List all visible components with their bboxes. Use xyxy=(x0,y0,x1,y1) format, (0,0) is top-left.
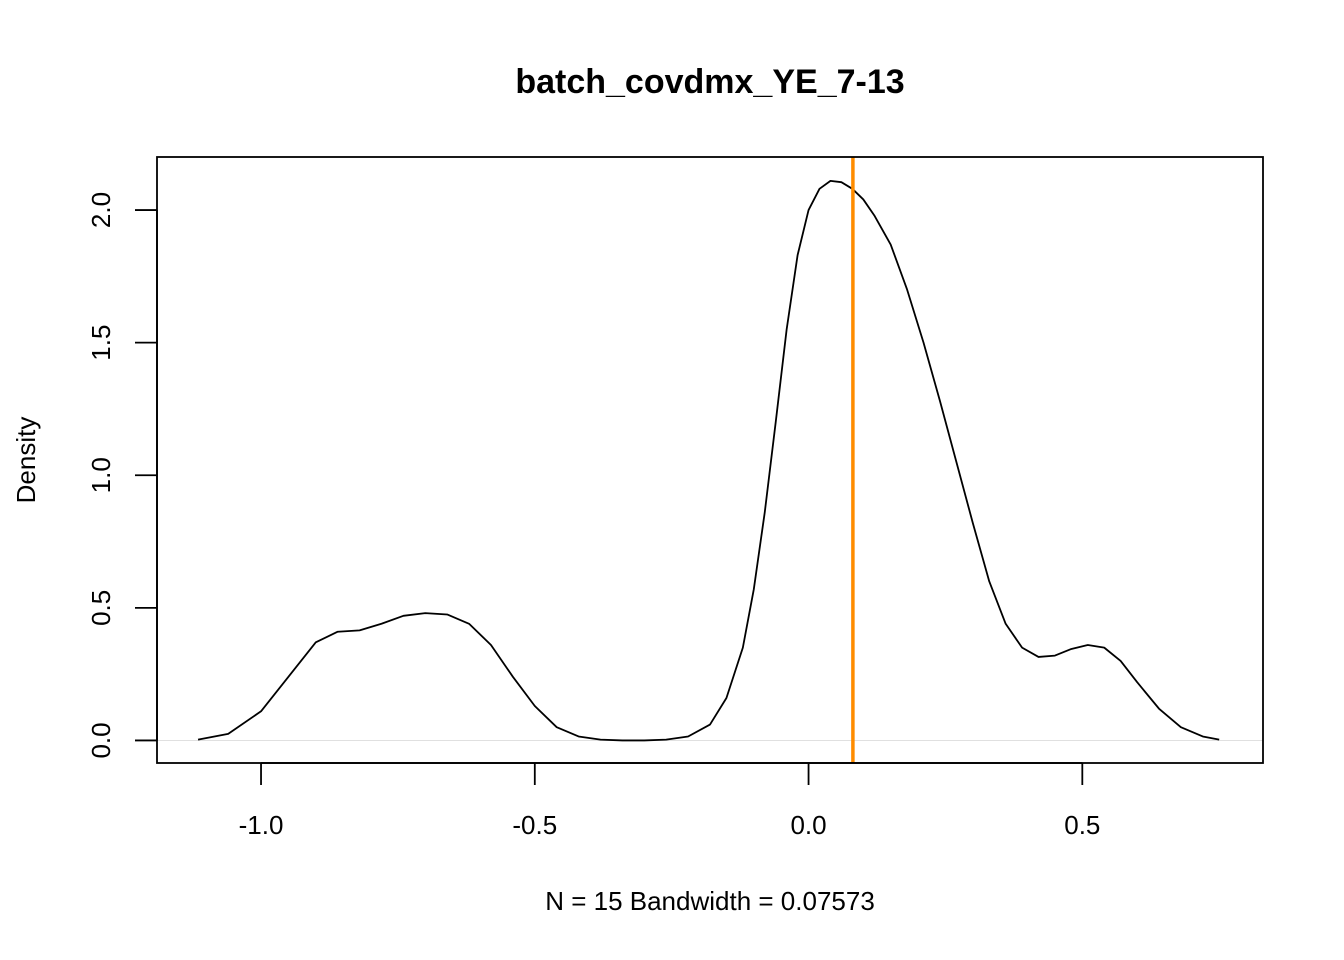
y-tick-label: 1.5 xyxy=(86,325,116,361)
y-tick-label: 1.0 xyxy=(86,457,116,493)
x-axis-label: N = 15 Bandwidth = 0.07573 xyxy=(545,886,875,916)
density-curve xyxy=(197,179,1220,742)
y-tick-label: 2.0 xyxy=(86,192,116,228)
x-axis: -1.0 -0.5 0.0 0.5 xyxy=(239,762,1100,840)
x-tick-label: 0.5 xyxy=(1064,810,1100,840)
plot-area xyxy=(156,156,1264,764)
x-tick-label: -0.5 xyxy=(512,810,557,840)
y-axis: 0.0 0.5 1.0 1.5 2.0 xyxy=(86,192,158,759)
chart-title: batch_covdmx_YE_7-13 xyxy=(515,63,904,101)
plot-frame xyxy=(156,156,1264,764)
x-tick-label: -1.0 xyxy=(239,810,284,840)
y-tick-label: 0.0 xyxy=(86,722,116,758)
y-axis-label: Density xyxy=(11,417,41,504)
x-tick-label: 0.0 xyxy=(790,810,826,840)
y-tick-label: 0.5 xyxy=(86,590,116,626)
